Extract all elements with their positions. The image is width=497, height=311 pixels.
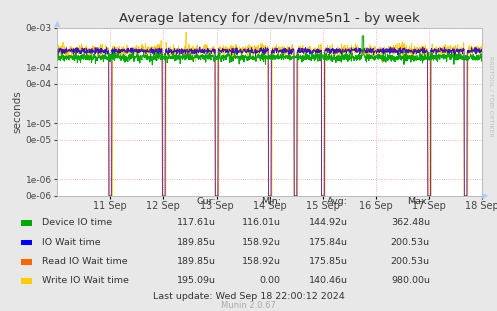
Text: Munin 2.0.67: Munin 2.0.67 — [221, 301, 276, 310]
Text: Avg:: Avg: — [327, 197, 348, 206]
Text: 140.46u: 140.46u — [309, 276, 348, 285]
Text: 189.85u: 189.85u — [177, 238, 216, 247]
Text: Last update: Wed Sep 18 22:00:12 2024: Last update: Wed Sep 18 22:00:12 2024 — [153, 291, 344, 300]
Text: 200.53u: 200.53u — [391, 257, 430, 266]
Text: 175.85u: 175.85u — [309, 257, 348, 266]
Text: 0.00: 0.00 — [260, 276, 281, 285]
Text: RRDTOOL / TOBI OETIKER: RRDTOOL / TOBI OETIKER — [488, 56, 493, 137]
Text: Read IO Wait time: Read IO Wait time — [42, 257, 128, 266]
Text: 158.92u: 158.92u — [242, 257, 281, 266]
Text: 144.92u: 144.92u — [309, 219, 348, 227]
Text: 189.85u: 189.85u — [177, 257, 216, 266]
Text: 175.84u: 175.84u — [309, 238, 348, 247]
Text: 362.48u: 362.48u — [391, 219, 430, 227]
Text: Min:: Min: — [261, 197, 281, 206]
Text: 117.61u: 117.61u — [177, 219, 216, 227]
Text: 980.00u: 980.00u — [391, 276, 430, 285]
Text: Write IO Wait time: Write IO Wait time — [42, 276, 129, 285]
Text: IO Wait time: IO Wait time — [42, 238, 101, 247]
Text: ▶: ▶ — [482, 192, 489, 200]
Text: 116.01u: 116.01u — [242, 219, 281, 227]
Text: Cur:: Cur: — [196, 197, 216, 206]
Text: Max:: Max: — [407, 197, 430, 206]
Text: 200.53u: 200.53u — [391, 238, 430, 247]
Text: ▲: ▲ — [54, 19, 61, 28]
Y-axis label: seconds: seconds — [13, 91, 23, 133]
Title: Average latency for /dev/nvme5n1 - by week: Average latency for /dev/nvme5n1 - by we… — [119, 12, 420, 26]
Text: 158.92u: 158.92u — [242, 238, 281, 247]
Text: Device IO time: Device IO time — [42, 219, 112, 227]
Text: 195.09u: 195.09u — [177, 276, 216, 285]
